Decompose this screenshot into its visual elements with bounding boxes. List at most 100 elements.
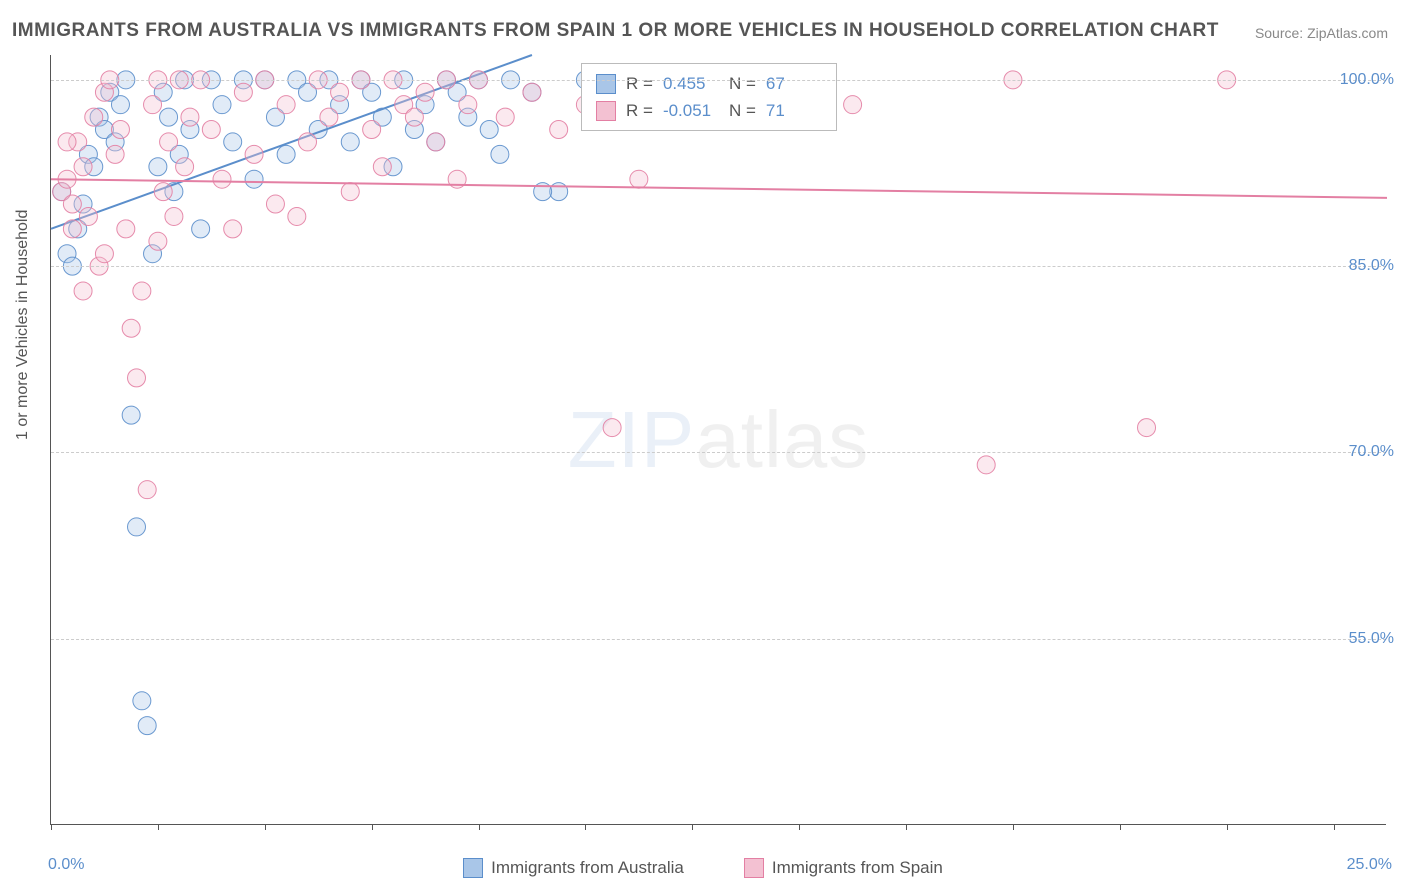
gridline <box>51 639 1386 640</box>
scatter-point-australia <box>128 518 146 536</box>
scatter-point-spain <box>133 282 151 300</box>
scatter-point-spain <box>202 121 220 139</box>
regression-line-spain <box>51 179 1387 198</box>
chart-svg <box>51 55 1386 824</box>
scatter-point-spain <box>128 369 146 387</box>
scatter-point-australia <box>480 121 498 139</box>
scatter-point-spain <box>117 220 135 238</box>
scatter-point-spain <box>63 220 81 238</box>
x-tick <box>265 824 266 830</box>
scatter-point-australia <box>111 96 129 114</box>
x-tick <box>372 824 373 830</box>
x-tick <box>692 824 693 830</box>
y-tick-label: 70.0% <box>1349 443 1394 461</box>
x-tick <box>906 824 907 830</box>
x-tick <box>1227 824 1228 830</box>
chart-title: IMMIGRANTS FROM AUSTRALIA VS IMMIGRANTS … <box>12 20 1219 42</box>
x-tick-label-right: 25.0% <box>1347 856 1392 874</box>
legend-item-australia: Immigrants from Australia <box>463 858 684 878</box>
scatter-point-australia <box>138 717 156 735</box>
scatter-point-australia <box>277 145 295 163</box>
legend-row-australia: R = 0.455 N = 67 <box>596 70 822 97</box>
scatter-point-spain <box>288 207 306 225</box>
scatter-point-australia <box>122 406 140 424</box>
scatter-point-spain <box>977 456 995 474</box>
scatter-point-spain <box>405 108 423 126</box>
scatter-point-spain <box>79 207 97 225</box>
scatter-point-spain <box>277 96 295 114</box>
plot-area: ZIPatlas R =0.455N =67R =-0.051N =71 <box>50 55 1386 825</box>
y-tick-label: 85.0% <box>1349 257 1394 275</box>
legend-r-value: 0.455 <box>663 70 719 97</box>
y-tick-label: 55.0% <box>1349 630 1394 648</box>
gridline <box>51 452 1386 453</box>
x-tick <box>479 824 480 830</box>
scatter-point-spain <box>85 108 103 126</box>
scatter-point-spain <box>224 220 242 238</box>
scatter-point-spain <box>154 183 172 201</box>
scatter-point-spain <box>144 96 162 114</box>
legend-n-value: 71 <box>766 97 822 124</box>
legend-r-value: -0.051 <box>663 97 719 124</box>
y-axis-label: 1 or more Vehicles in Household <box>14 210 32 440</box>
scatter-point-spain <box>341 183 359 201</box>
x-tick <box>1120 824 1121 830</box>
scatter-point-spain <box>373 158 391 176</box>
scatter-point-spain <box>844 96 862 114</box>
legend-r-label: R = <box>626 97 653 124</box>
scatter-point-australia <box>341 133 359 151</box>
scatter-point-australia <box>491 145 509 163</box>
scatter-point-spain <box>523 83 541 101</box>
x-tick <box>1334 824 1335 830</box>
legend-n-label: N = <box>729 70 756 97</box>
scatter-point-australia <box>213 96 231 114</box>
x-tick <box>158 824 159 830</box>
scatter-point-spain <box>58 133 76 151</box>
swatch-icon <box>596 74 616 94</box>
scatter-point-spain <box>331 83 349 101</box>
legend-n-label: N = <box>729 97 756 124</box>
scatter-point-spain <box>63 195 81 213</box>
scatter-point-spain <box>320 108 338 126</box>
scatter-point-australia <box>192 220 210 238</box>
swatch-icon <box>744 858 764 878</box>
legend-item-label: Immigrants from Spain <box>772 858 943 878</box>
x-tick <box>799 824 800 830</box>
scatter-point-spain <box>106 145 124 163</box>
swatch-icon <box>596 101 616 121</box>
scatter-point-australia <box>245 170 263 188</box>
scatter-point-australia <box>149 158 167 176</box>
scatter-point-spain <box>176 158 194 176</box>
scatter-point-spain <box>122 319 140 337</box>
scatter-point-spain <box>363 121 381 139</box>
scatter-point-spain <box>299 133 317 151</box>
x-tick <box>585 824 586 830</box>
scatter-point-spain <box>416 83 434 101</box>
legend-correlation: R = 0.455 N = 67 R = -0.051 N = 71 <box>581 63 837 131</box>
scatter-point-spain <box>74 158 92 176</box>
scatter-point-spain <box>111 121 129 139</box>
scatter-point-spain <box>160 133 178 151</box>
scatter-point-spain <box>1138 419 1156 437</box>
legend-series: Immigrants from Australia Immigrants from… <box>0 858 1406 878</box>
swatch-icon <box>463 858 483 878</box>
scatter-point-spain <box>550 121 568 139</box>
x-tick-label-left: 0.0% <box>48 856 84 874</box>
source-label: Source: ZipAtlas.com <box>1255 25 1388 41</box>
scatter-point-spain <box>138 481 156 499</box>
x-tick <box>1013 824 1014 830</box>
scatter-point-australia <box>160 108 178 126</box>
scatter-point-australia <box>133 692 151 710</box>
x-tick <box>51 824 52 830</box>
scatter-point-spain <box>181 108 199 126</box>
legend-row-spain: R = -0.051 N = 71 <box>596 97 822 124</box>
scatter-point-spain <box>630 170 648 188</box>
scatter-point-spain <box>427 133 445 151</box>
legend-r-label: R = <box>626 70 653 97</box>
scatter-point-spain <box>496 108 514 126</box>
scatter-point-spain <box>266 195 284 213</box>
scatter-point-spain <box>95 245 113 263</box>
scatter-point-spain <box>234 83 252 101</box>
legend-n-value: 67 <box>766 70 822 97</box>
scatter-point-spain <box>459 96 477 114</box>
